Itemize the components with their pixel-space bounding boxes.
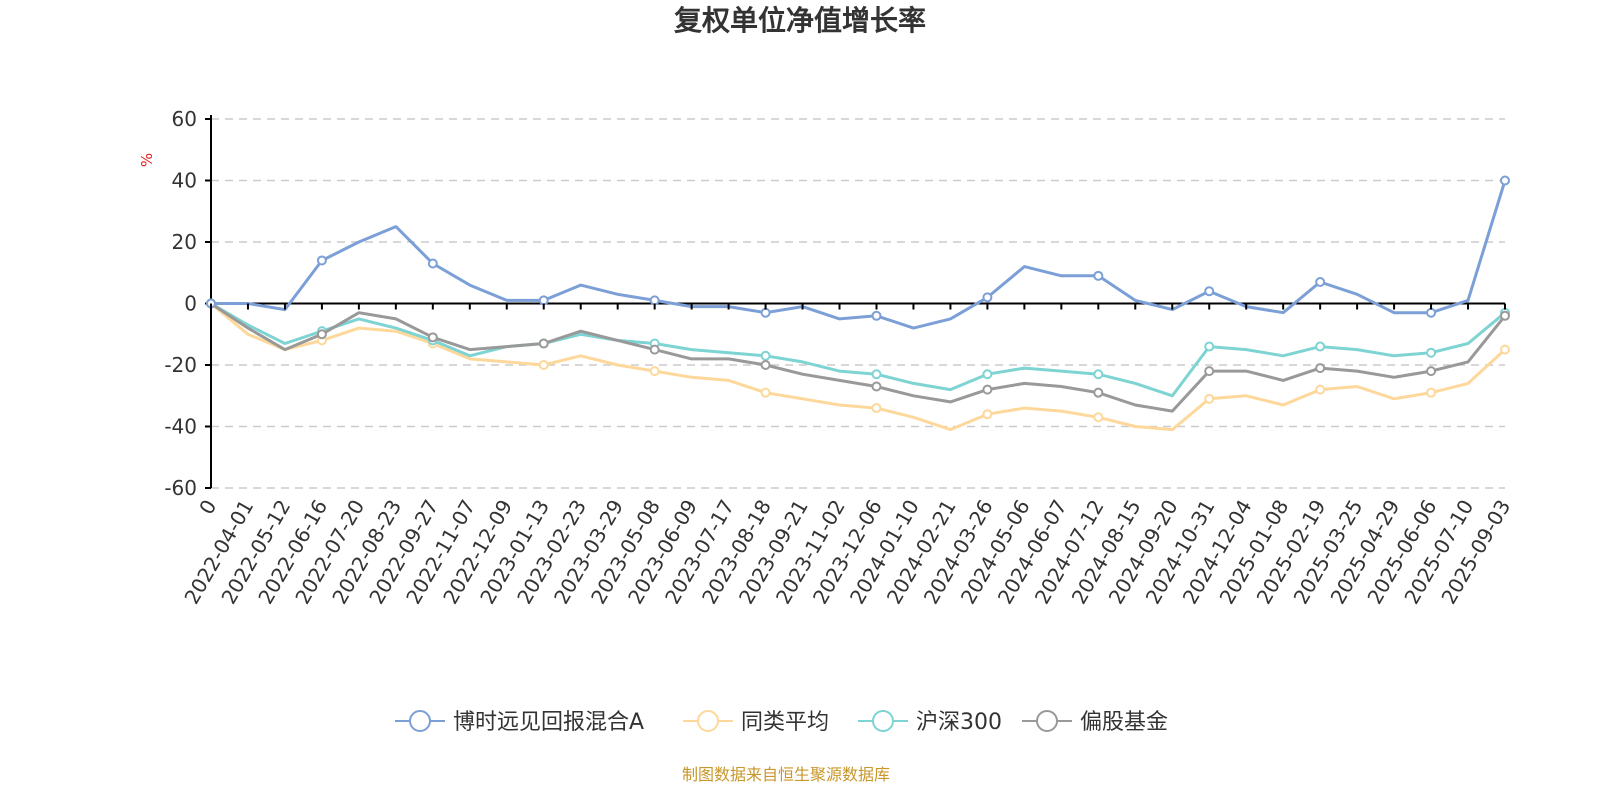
series-line: [210, 302, 1507, 413]
y-tick-label: 40: [172, 169, 197, 193]
series-line: [210, 302, 1507, 432]
data-point: [1093, 387, 1104, 398]
data-point: [982, 369, 993, 380]
x-tick-label: 0: [194, 496, 221, 519]
data-point: [1500, 344, 1510, 355]
data-point: [649, 295, 660, 306]
data-point: [1093, 369, 1104, 380]
data-point: [760, 307, 771, 318]
chart-title: 复权单位净值增长率: [674, 4, 926, 37]
data-point: [982, 292, 993, 303]
y-tick-label: -60: [164, 476, 197, 500]
data-point: [982, 409, 993, 420]
y-tick-label: 0: [184, 292, 197, 316]
y-tick-label: 20: [172, 230, 197, 254]
legend-label: 偏股基金: [1080, 710, 1168, 735]
data-source-note: 制图数据来自恒生聚源数据库: [682, 765, 890, 784]
axes: [210, 115, 1505, 488]
data-point: [538, 295, 549, 306]
data-point: [649, 344, 660, 355]
data-point: [1204, 366, 1215, 377]
y-tick-label: 60: [172, 107, 197, 131]
legend-item[interactable]: 同类平均: [683, 710, 829, 735]
series-2: [206, 298, 1510, 398]
data-point: [760, 350, 771, 361]
y-tick-label: -40: [164, 415, 197, 439]
data-point: [982, 384, 993, 395]
data-point: [1426, 387, 1437, 398]
y-axis-ticks: 60 40 20 0 -20 -40 -60: [164, 107, 211, 500]
grid-lines: [211, 118, 1505, 489]
legend-item[interactable]: 偏股基金: [1022, 710, 1168, 735]
legend-item[interactable]: 沪深300: [858, 710, 1002, 735]
data-point: [538, 338, 549, 349]
data-point: [871, 403, 882, 414]
data-point: [1500, 175, 1510, 186]
data-point: [1315, 384, 1326, 395]
legend-item[interactable]: 博时远见回报混合A: [395, 710, 644, 735]
series-0: [206, 175, 1510, 330]
legend-swatch-marker: [697, 710, 719, 732]
data-point: [649, 366, 660, 377]
data-point: [1204, 286, 1215, 297]
series-lines: [206, 175, 1510, 432]
series-3: [206, 298, 1510, 413]
legend[interactable]: 博时远见回报混合A 同类平均 沪深300 偏股基金: [395, 710, 1168, 735]
data-point: [427, 332, 438, 343]
legend-label: 博时远见回报混合A: [453, 710, 644, 735]
data-point: [1204, 341, 1215, 352]
series-line: [210, 302, 1506, 398]
data-point: [871, 369, 882, 380]
data-point: [427, 258, 438, 269]
data-point: [1500, 310, 1510, 321]
data-point: [1426, 366, 1437, 377]
data-point: [316, 329, 327, 340]
data-point: [1093, 412, 1104, 423]
legend-swatch-marker: [872, 710, 894, 732]
data-point: [1093, 270, 1104, 281]
data-point: [1204, 393, 1215, 404]
data-point: [760, 360, 771, 370]
legend-label: 沪深300: [916, 710, 1002, 735]
data-point: [760, 387, 771, 398]
data-point: [1315, 341, 1326, 352]
legend-swatch-marker: [409, 710, 431, 732]
data-point: [1315, 363, 1326, 374]
legend-label: 同类平均: [741, 710, 829, 735]
data-point: [1315, 276, 1326, 287]
data-point: [871, 381, 882, 392]
legend-swatch-marker: [1036, 710, 1058, 732]
data-point: [1426, 347, 1437, 358]
data-point: [1426, 307, 1437, 318]
series-line: [211, 180, 1507, 330]
data-point: [871, 310, 882, 321]
y-axis-unit: %: [138, 153, 156, 167]
data-point: [316, 255, 327, 266]
data-point: [538, 360, 549, 370]
y-tick-label: -20: [164, 353, 197, 377]
